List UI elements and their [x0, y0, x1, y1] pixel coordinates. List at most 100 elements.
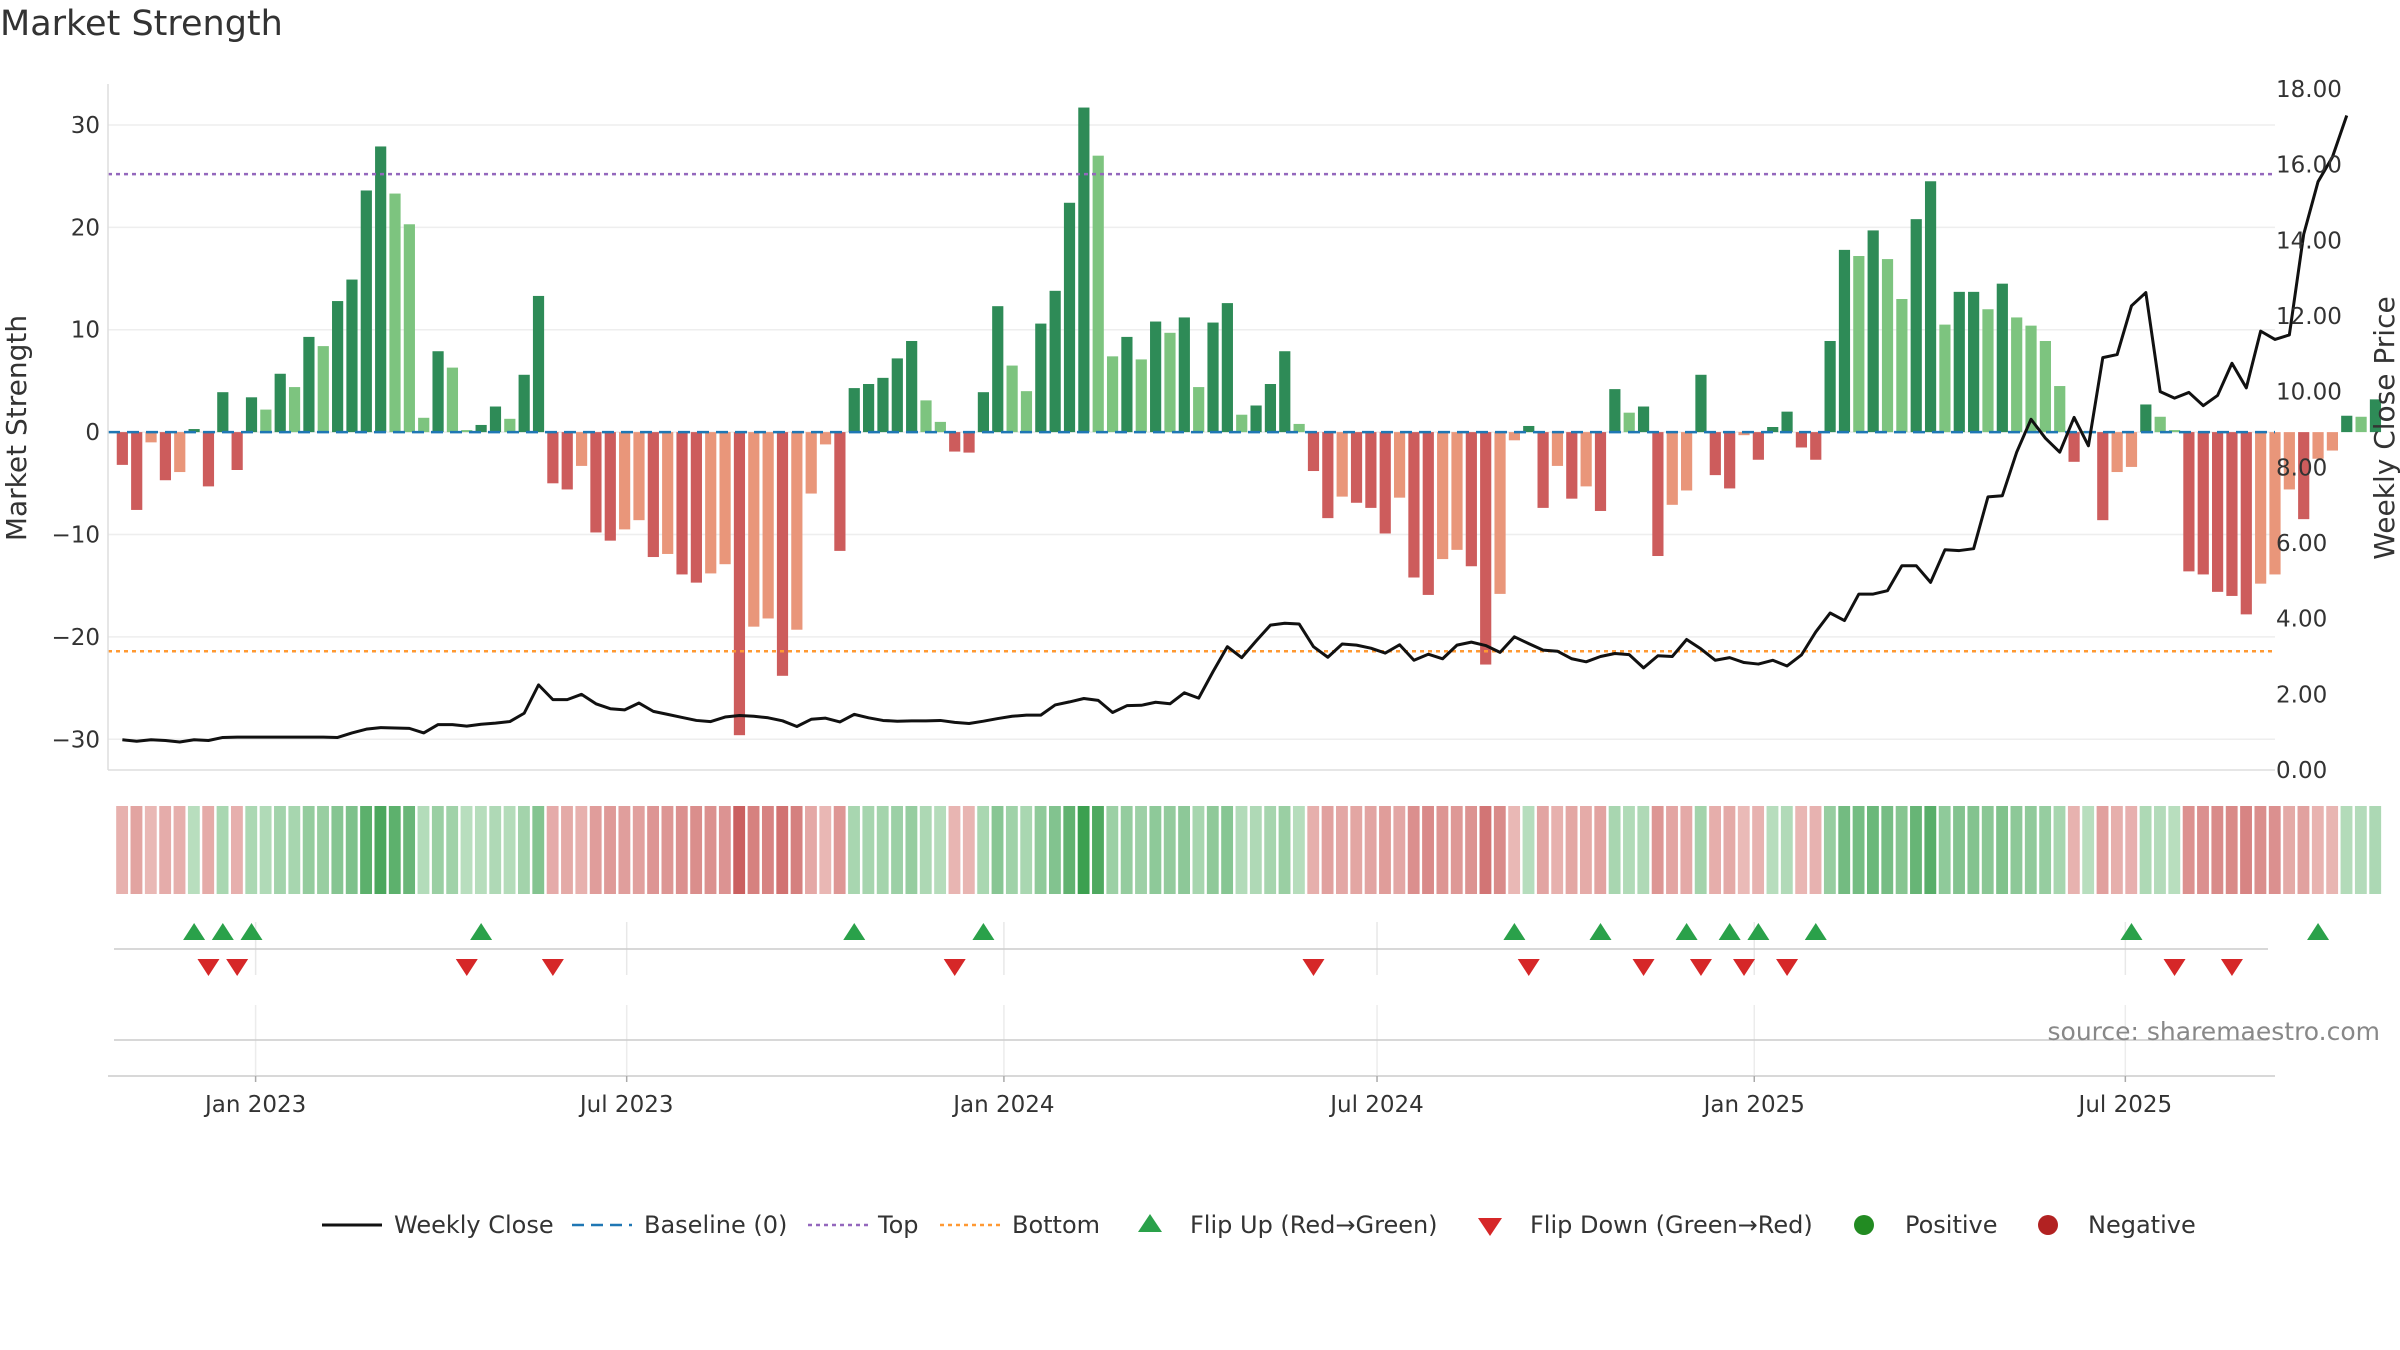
- strength-bar: [819, 432, 832, 445]
- heat-cell: [2053, 806, 2066, 894]
- strength-bar: [1738, 432, 1750, 436]
- strength-bar: [1307, 432, 1320, 472]
- strength-bar: [575, 432, 588, 466]
- heat-cell: [1551, 806, 1564, 894]
- strength-bar: [1781, 411, 1793, 433]
- strength-bar: [1609, 389, 1621, 433]
- heat-cell: [1192, 806, 1205, 894]
- heat-cell: [1379, 806, 1391, 894]
- strength-bar: [1810, 432, 1822, 460]
- heat-cell: [1723, 806, 1736, 894]
- heat-cell: [1465, 806, 1478, 894]
- strength-bar: [1623, 412, 1635, 433]
- heat-cell: [2039, 806, 2052, 894]
- heat-cell: [1895, 806, 1908, 894]
- heat-cell: [317, 806, 329, 894]
- strength-bar: [705, 432, 717, 574]
- heat-cell: [403, 806, 416, 894]
- y-right-tick-label: 10.00: [2276, 380, 2342, 406]
- strength-bar: [1078, 107, 1090, 433]
- flip-up-marker: [2120, 923, 2143, 940]
- flip-up-marker: [470, 923, 493, 940]
- heat-cell: [1163, 806, 1176, 894]
- heat-cell: [905, 806, 918, 894]
- strength-bar: [1681, 432, 1693, 491]
- heat-cell: [1623, 806, 1635, 894]
- strength-bar: [332, 301, 344, 433]
- flip-down-marker: [1632, 959, 1655, 976]
- heat-cell: [1953, 806, 1965, 894]
- strength-bar: [662, 432, 674, 554]
- strength-bar: [1896, 299, 1908, 433]
- legend-label: Flip Down (Green→Red): [1530, 1211, 1813, 1239]
- strength-bar: [1724, 432, 1736, 489]
- strength-bar: [2068, 432, 2080, 462]
- heat-cell: [2154, 806, 2166, 894]
- heat-cell: [1120, 806, 1133, 894]
- weekly-close-series: [122, 114, 2349, 744]
- strength-bar: [791, 432, 803, 630]
- y-right-tick-label: 4.00: [2276, 607, 2327, 633]
- heat-cell: [819, 806, 832, 894]
- heat-cell: [962, 806, 975, 894]
- heat-cell: [1221, 806, 1234, 894]
- heat-cell: [1608, 806, 1621, 894]
- heat-cell: [833, 806, 846, 894]
- strength-bars: [116, 107, 2382, 736]
- strength-bar: [2298, 432, 2310, 520]
- legend-label: Bottom: [1012, 1211, 1100, 1239]
- strength-bar: [288, 387, 301, 433]
- flip-up-marker: [843, 923, 866, 940]
- heat-cell: [245, 806, 258, 894]
- heat-cell: [1206, 806, 1219, 894]
- strength-bar: [116, 432, 128, 465]
- reference-lines: [108, 172, 2275, 653]
- heat-cell: [2197, 806, 2209, 894]
- heat-cell: [1292, 806, 1305, 894]
- heat-cell: [1565, 806, 1578, 894]
- heat-cell: [1278, 806, 1291, 894]
- heat-cell: [1809, 806, 1822, 894]
- strength-bar: [403, 224, 415, 433]
- strength-bar: [1580, 432, 1592, 487]
- heat-cell: [1881, 806, 1894, 894]
- y-left-tick-label: −20: [51, 625, 100, 651]
- strength-bar: [418, 417, 430, 433]
- heat-cell: [302, 806, 315, 894]
- strength-bar: [1939, 324, 1951, 433]
- heat-cell: [1536, 806, 1549, 894]
- heat-cell: [632, 806, 645, 894]
- heat-cell: [1967, 806, 1980, 894]
- heat-cell: [2082, 806, 2095, 894]
- heat-cell: [718, 806, 731, 894]
- heat-cell: [761, 806, 774, 894]
- heat-cell: [1522, 806, 1535, 894]
- strength-bar: [461, 430, 473, 433]
- y-right-tick-label: 14.00: [2276, 228, 2342, 254]
- heat-cell: [1795, 806, 1808, 894]
- heat-cell: [647, 806, 660, 894]
- y-left-tick-label: 10: [71, 318, 100, 344]
- legend-flip-down-swatch: [1478, 1218, 1502, 1236]
- heat-cell: [1264, 806, 1277, 894]
- strength-bar: [1193, 387, 1205, 433]
- heat-cell: [1422, 806, 1434, 894]
- strength-bar: [1924, 181, 1937, 433]
- strength-bar: [2283, 432, 2295, 490]
- heat-cell: [1996, 806, 2009, 894]
- heat-cell: [2125, 806, 2138, 894]
- strength-bar: [1408, 432, 1420, 578]
- heat-cell: [259, 806, 272, 894]
- heat-cell: [1407, 806, 1420, 894]
- legend-label: Positive: [1905, 1211, 1998, 1239]
- strength-bar: [2140, 404, 2152, 433]
- x-tick-label: Jul 2024: [1328, 1092, 1424, 1118]
- strength-bar: [748, 432, 760, 627]
- strength-bar: [2341, 415, 2353, 433]
- y-right-tick-label: 0.00: [2276, 758, 2327, 784]
- heat-cell: [2311, 806, 2324, 894]
- flip-down-marker: [455, 959, 478, 976]
- heat-cell: [805, 806, 817, 894]
- flip-down-marker: [1302, 959, 1325, 976]
- flip-up-marker: [972, 923, 995, 940]
